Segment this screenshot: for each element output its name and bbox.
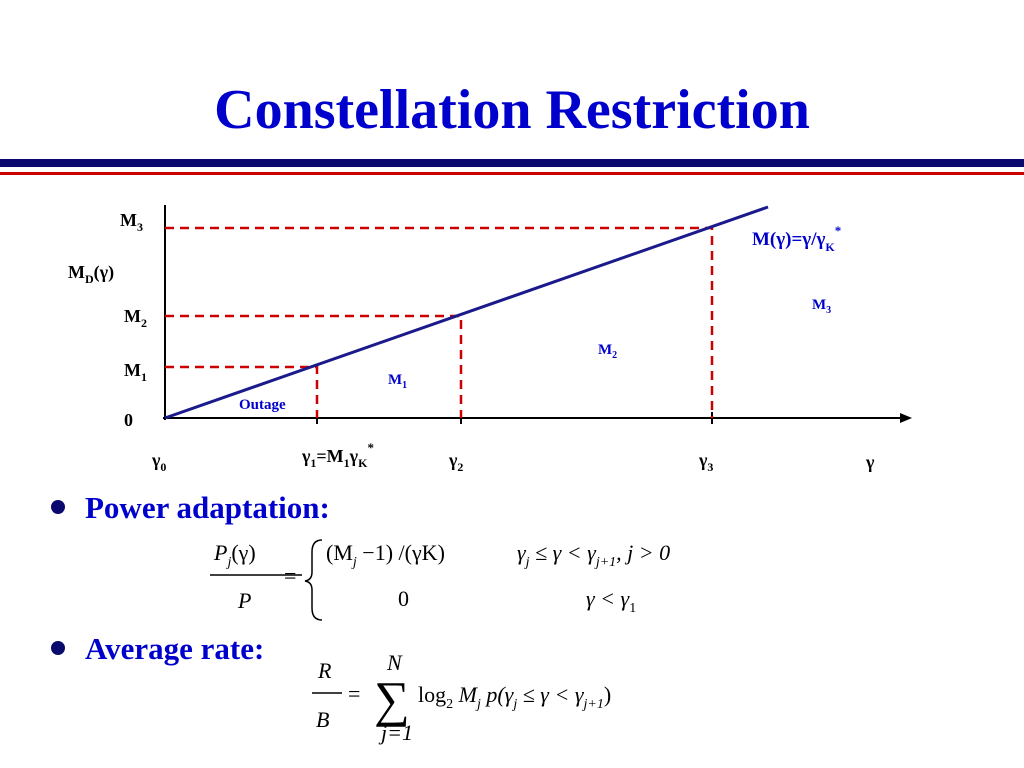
y-label: M3 xyxy=(120,210,143,234)
case-expr: (Mj −1) /(γK) xyxy=(326,540,445,570)
text-part: (M xyxy=(326,540,353,565)
text-part: 2 xyxy=(457,460,463,474)
text-part: M xyxy=(388,372,402,388)
formula-lhs-den: P xyxy=(237,588,251,613)
text-part: M xyxy=(453,682,479,707)
brace xyxy=(304,539,323,621)
x-label: γ3 xyxy=(698,450,713,474)
y-label: MD(γ) xyxy=(68,262,114,286)
text-part: j xyxy=(475,697,481,712)
text-part: 3 xyxy=(137,220,143,234)
threshold-1 xyxy=(165,365,319,418)
formula-eq: = xyxy=(284,563,296,588)
text-part: γ xyxy=(349,446,359,466)
case-expr: 0 xyxy=(398,586,409,611)
formula-eq: = xyxy=(348,681,360,706)
text-part: 3 xyxy=(707,460,713,474)
text-part: 2 xyxy=(141,316,147,330)
text-part: j xyxy=(511,697,517,712)
text-part: M xyxy=(68,262,85,282)
bullet-dot xyxy=(51,641,65,655)
text-part: , j > 0 xyxy=(616,540,670,565)
region-label: M1 xyxy=(388,372,407,391)
text-part: Outage xyxy=(239,397,286,413)
text-part: =M xyxy=(316,446,343,466)
text-part: −1) /(γK) xyxy=(357,540,445,565)
threshold-2 xyxy=(165,314,463,418)
text-part: 0 xyxy=(124,410,133,430)
text-part: log xyxy=(418,682,446,707)
case-cond: γ < γ1 xyxy=(586,586,636,616)
text-part: (γ) xyxy=(231,540,255,565)
text-part: 2 xyxy=(612,350,617,361)
text-part: M xyxy=(124,360,141,380)
x-label: γ1=M1γK* xyxy=(301,440,374,470)
text-part: ≤ γ < γ xyxy=(517,682,585,707)
text-part: D xyxy=(85,272,94,286)
text-part: p(γ xyxy=(481,682,515,707)
x-label: γ2 xyxy=(448,450,463,474)
slide-title: Constellation Restriction xyxy=(214,79,810,141)
rate-line xyxy=(164,205,769,420)
text-part: * xyxy=(367,440,374,455)
text-part: K xyxy=(825,240,835,254)
sum-bottom: j=1 xyxy=(378,720,413,745)
text-part: P xyxy=(213,540,227,565)
formula-lhs-num: R xyxy=(317,658,332,683)
text-part: 1 xyxy=(310,456,316,470)
text-part: γ < γ xyxy=(586,586,631,611)
text-part: j xyxy=(351,555,357,570)
formula-lhs-den: B xyxy=(316,707,329,732)
bullet-text: Power adaptation: xyxy=(85,490,330,525)
text-part: γ xyxy=(865,452,875,472)
y-label: M1 xyxy=(124,360,147,384)
text-part: 1 xyxy=(402,380,407,391)
text-part: j+1 xyxy=(582,697,604,712)
sum-sign: ∑ xyxy=(374,671,410,727)
line-label: M(γ)=γ/γK* xyxy=(752,223,841,254)
sum-top: N xyxy=(386,650,403,675)
text-part: M(γ)=γ/γ xyxy=(752,229,825,250)
text-part: K xyxy=(358,456,368,470)
text-part: j xyxy=(225,555,231,570)
x-label: γ xyxy=(865,452,875,472)
text-part: ) xyxy=(604,682,611,707)
text-part: 1 xyxy=(344,456,350,470)
bullet-dot xyxy=(51,500,65,514)
text-part: (γ) xyxy=(94,262,114,283)
region-label: M3 xyxy=(812,297,831,316)
text-part: M xyxy=(598,342,612,358)
text-part: 1 xyxy=(629,601,636,616)
text-part: j xyxy=(524,555,530,570)
text-part: j+1 xyxy=(594,555,616,570)
x-label: γ0 xyxy=(151,450,166,474)
bullet-text: Average rate: xyxy=(85,631,264,666)
y-label: 0 xyxy=(124,410,133,430)
region-label: Outage xyxy=(239,397,286,413)
x-arrow xyxy=(900,413,912,423)
text-part: γ xyxy=(448,450,458,470)
region-label: M2 xyxy=(598,342,617,361)
text-part: 0 xyxy=(160,460,166,474)
text-part: * xyxy=(835,223,842,238)
text-part: M xyxy=(124,306,141,326)
text-part: γ xyxy=(517,540,527,565)
text-part: 2 xyxy=(446,697,453,712)
text-part: γ xyxy=(301,446,311,466)
text-part: M xyxy=(812,297,826,313)
text-part: γ xyxy=(151,450,161,470)
text-part: M xyxy=(120,210,137,230)
formula-lhs-num: Pj(γ) xyxy=(213,540,256,570)
text-part: ≤ γ < γ xyxy=(530,540,598,565)
y-label: M2 xyxy=(124,306,147,330)
text-part: 3 xyxy=(826,305,831,316)
case-cond: γj ≤ γ < γj+1, j > 0 xyxy=(517,540,670,570)
formula-body: log2 Mj p(γj ≤ γ < γj+1) xyxy=(418,682,611,712)
header-rule xyxy=(0,172,1024,175)
header-bar xyxy=(0,159,1024,167)
text-part: γ xyxy=(698,450,708,470)
text-part: 1 xyxy=(141,370,147,384)
